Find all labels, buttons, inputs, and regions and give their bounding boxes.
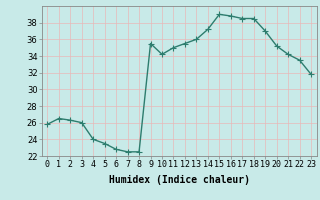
X-axis label: Humidex (Indice chaleur): Humidex (Indice chaleur)	[109, 175, 250, 185]
